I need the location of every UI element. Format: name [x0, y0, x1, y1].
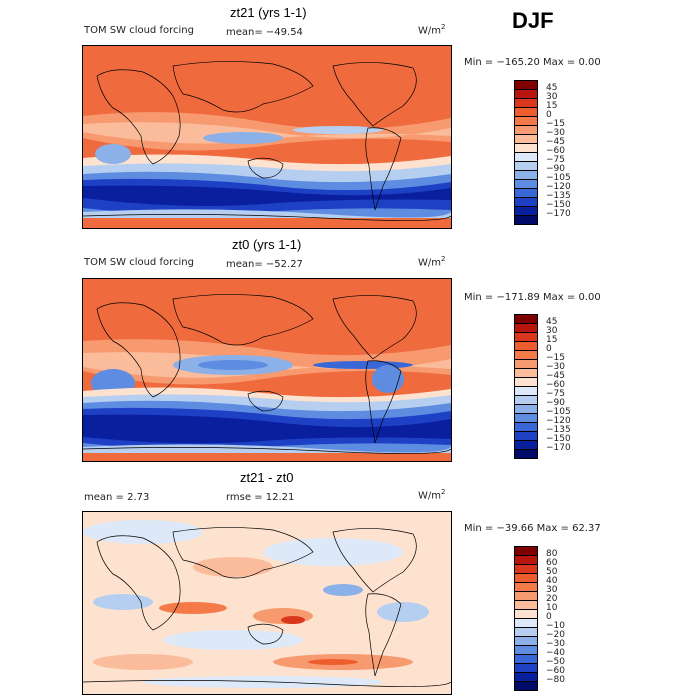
- panel-1-map: [82, 45, 452, 229]
- colorbar-label: −170: [546, 443, 571, 453]
- panel-1-field: TOM SW cloud forcing: [84, 25, 194, 36]
- panel-2-field: TOM SW cloud forcing: [84, 257, 194, 268]
- panel-3-rmse: rmse = 12.21: [226, 492, 295, 503]
- colorbar-label: −45: [546, 371, 565, 381]
- colorbar-label: −30: [546, 362, 565, 372]
- panel-3-units: W/m2: [418, 488, 446, 502]
- colorbar-label: −10: [546, 621, 565, 631]
- panel-1-mean: mean= −49.54: [226, 27, 303, 38]
- colorbar-swatch: [514, 215, 538, 225]
- panel-1-units: W/m2: [418, 23, 446, 37]
- colorbar-label: 10: [546, 603, 558, 613]
- panel-1-minmax: Min = −165.20 Max = 0.00: [464, 57, 601, 68]
- colorbar-label: 30: [546, 92, 558, 102]
- colorbar-label: −135: [546, 425, 571, 435]
- colorbar-label: 15: [546, 335, 558, 345]
- season-label: DJF: [512, 8, 554, 33]
- panel-2-minmax: Min = −171.89 Max = 0.00: [464, 292, 601, 303]
- panel-1-map-svg: [83, 46, 451, 228]
- colorbar-label: 0: [546, 344, 552, 354]
- colorbar-label: −30: [546, 639, 565, 649]
- panel-1-title: zt21 (yrs 1-1): [230, 5, 307, 20]
- panel-1-colorbar: 45 30 15 0 −15 −30 −45 −60 −75 −90 −105 −120 −135 −15…: [514, 80, 571, 225]
- colorbar-label: −80: [546, 675, 565, 685]
- colorbar-label: −60: [546, 380, 565, 390]
- panel-3-colorbar: 80 60 50 40 30 20 10 0 −10 −20 −30 −40 −50 −60 −80: [514, 546, 565, 691]
- colorbar-label: 60: [546, 558, 558, 568]
- panel-2-title: zt0 (yrs 1-1): [232, 237, 302, 252]
- colorbar-swatch: [514, 449, 538, 459]
- colorbar-label: 50: [546, 567, 558, 577]
- colorbar-label: 80: [546, 549, 558, 559]
- colorbar-label: −40: [546, 648, 565, 658]
- colorbar-label: 15: [546, 101, 558, 111]
- panel-2-units: W/m2: [418, 255, 446, 269]
- colorbar-label: −170: [546, 209, 571, 219]
- colorbar-label: −105: [546, 407, 571, 417]
- colorbar-label: 45: [546, 83, 558, 93]
- colorbar-label: −150: [546, 200, 571, 210]
- panel-3-minmax: Min = −39.66 Max = 62.37: [464, 523, 601, 534]
- colorbar-label: 30: [546, 585, 558, 595]
- colorbar-label: −75: [546, 389, 565, 399]
- colorbar-label: −45: [546, 137, 565, 147]
- panel-3-map: [82, 511, 452, 695]
- colorbar-label: −120: [546, 416, 571, 426]
- colorbar-label: 40: [546, 576, 558, 586]
- colorbar-label: −105: [546, 173, 571, 183]
- colorbar-label: 20: [546, 594, 558, 604]
- panel-2-mean: mean= −52.27: [226, 259, 303, 270]
- panel-3-mean: mean = 2.73: [84, 492, 150, 503]
- colorbar-label: −75: [546, 155, 565, 165]
- panel-3-title: zt21 - zt0: [240, 470, 294, 485]
- colorbar-label: −90: [546, 164, 565, 174]
- colorbar-label: 30: [546, 326, 558, 336]
- panel-2-map: [82, 278, 452, 462]
- colorbar-label: −30: [546, 128, 565, 138]
- colorbar-label: −15: [546, 119, 565, 129]
- colorbar-label: −15: [546, 353, 565, 363]
- panel-2-map-svg: [83, 279, 451, 461]
- panel-3-map-svg: [83, 512, 451, 694]
- colorbar-label: −20: [546, 630, 565, 640]
- colorbar-label: 0: [546, 612, 552, 622]
- colorbar-label: −50: [546, 657, 565, 667]
- colorbar-label: 0: [546, 110, 552, 120]
- colorbar-label: 45: [546, 317, 558, 327]
- colorbar-label: −150: [546, 434, 571, 444]
- colorbar-swatch: [514, 681, 538, 691]
- colorbar-label: −120: [546, 182, 571, 192]
- colorbar-label: −60: [546, 146, 565, 156]
- colorbar-label: −135: [546, 191, 571, 201]
- panel-2-colorbar: 45 30 15 0 −15 −30 −45 −60 −75 −90 −105 −120 −135 −15…: [514, 314, 571, 459]
- colorbar-label: −90: [546, 398, 565, 408]
- colorbar-label: −60: [546, 666, 565, 676]
